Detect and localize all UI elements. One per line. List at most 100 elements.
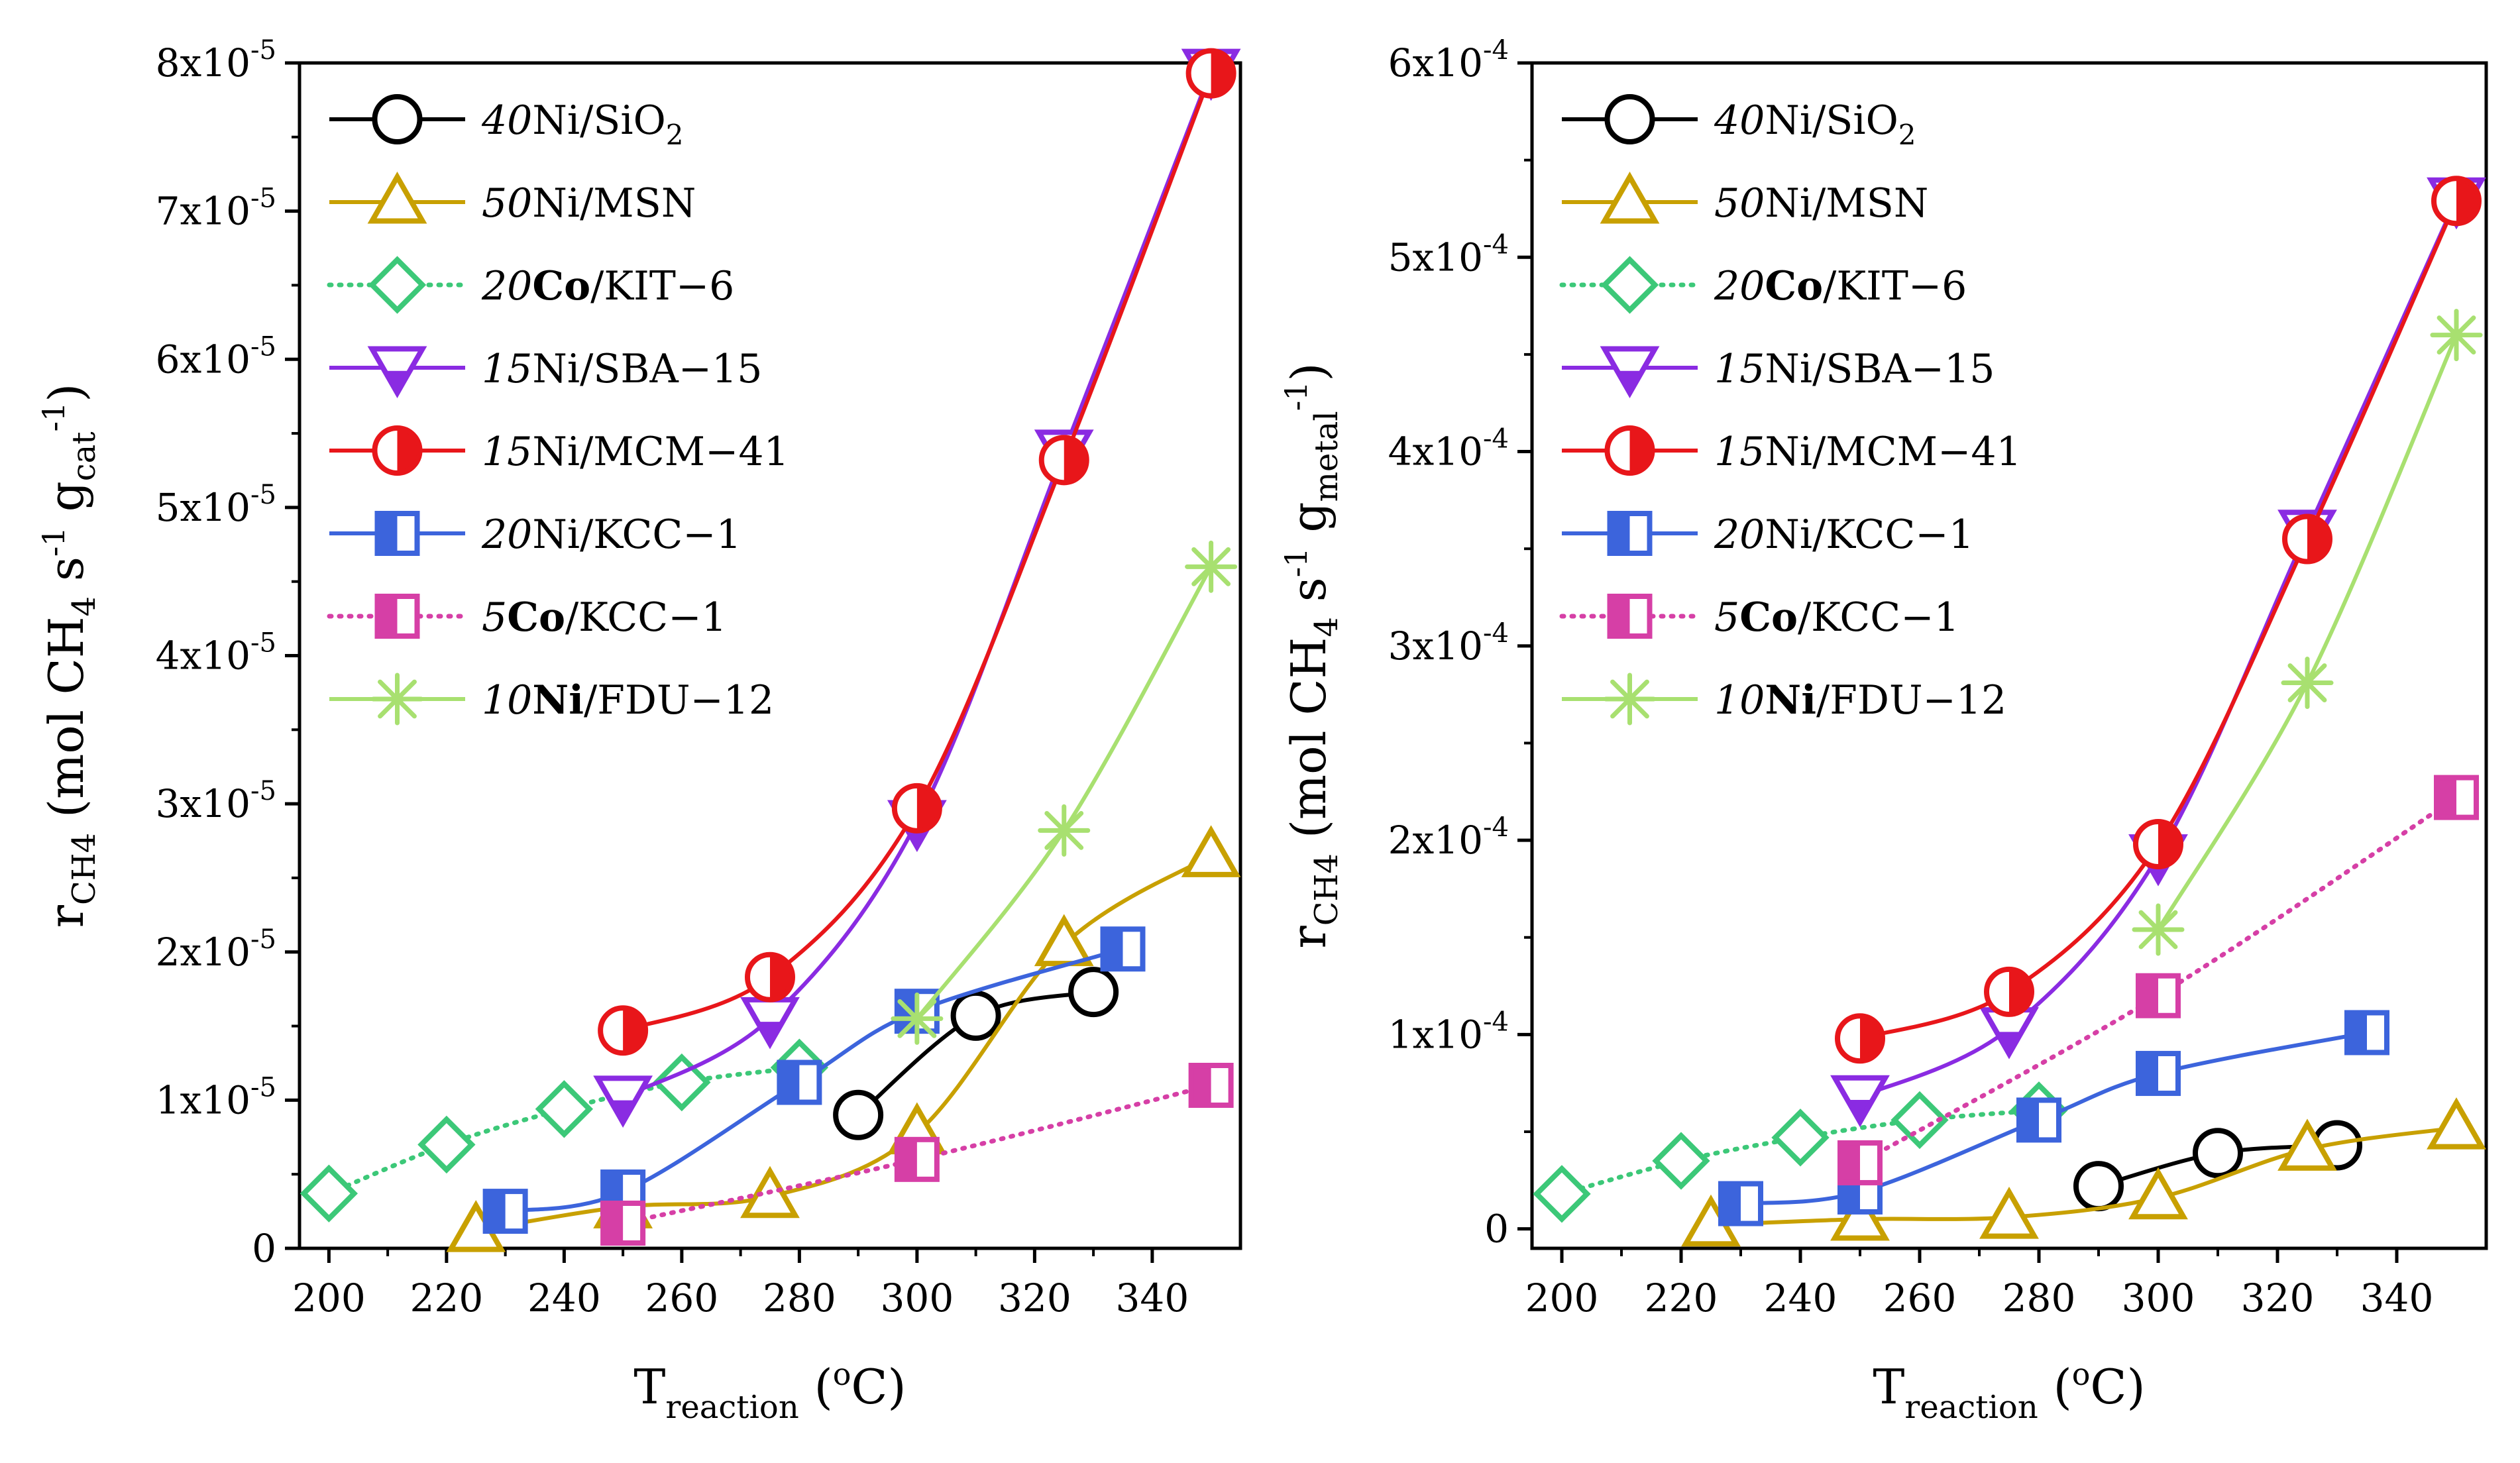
x-tick-label: 240	[527, 1275, 601, 1321]
legend-label: 5Co/KCC−1	[1714, 594, 1959, 641]
data-point	[598, 1005, 649, 1056]
legend-marker	[1600, 171, 1660, 224]
legend-marker	[1604, 425, 1655, 476]
legend-marker	[1600, 346, 1660, 399]
legend-label: 5Co/KCC−1	[482, 594, 727, 641]
data-point	[1984, 966, 2034, 1017]
data-point	[1185, 540, 1238, 593]
x-tick-label: 340	[1116, 1275, 1189, 1321]
x-tick-label: 260	[645, 1275, 719, 1321]
data-point	[535, 1080, 594, 1138]
series-line	[1710, 1126, 2457, 1227]
y-tick-label: 5x10-4	[1388, 229, 1509, 280]
legend-label: 50Ni/MSN	[482, 180, 696, 227]
data-point	[1185, 48, 1236, 99]
x-tick-label: 340	[2360, 1275, 2434, 1321]
legend-item: 5Co/KCC−1	[327, 594, 727, 641]
x-tick-label: 280	[763, 1275, 836, 1321]
x-tick-label: 320	[998, 1275, 1071, 1321]
legend-label: 10Ni/FDU−12	[1714, 677, 2006, 724]
legend-item: 40Ni/SiO2	[329, 94, 684, 151]
legend-item: 50Ni/MSN	[329, 171, 696, 227]
data-point	[2136, 973, 2181, 1018]
data-point	[1652, 1132, 1710, 1190]
data-point	[1830, 1188, 1890, 1241]
y-tick-label: 2x10-4	[1388, 812, 1509, 863]
x-axis-title: Treaction (oC)	[633, 1356, 906, 1426]
data-point	[950, 990, 1001, 1041]
legend-label: 20Ni/KCC−1	[481, 512, 741, 558]
y-tick-label: 7x10-5	[156, 184, 276, 234]
legend-item: 20Co/KIT−6	[327, 256, 734, 314]
y-tick-label: 5x10-5	[156, 480, 276, 530]
legend-item: 20Co/KIT−6	[1559, 256, 1967, 314]
y-tick-label: 0	[252, 1226, 276, 1271]
legend-label: 15Ni/MCM−41	[482, 429, 789, 475]
legend-marker	[372, 425, 423, 476]
series-4	[1835, 176, 2482, 1064]
legend-item: 5Co/KCC−1	[1559, 594, 1959, 641]
legend-item: 15Ni/MCM−41	[1562, 425, 2022, 476]
series-7	[891, 540, 1238, 1045]
series-5	[482, 926, 1146, 1234]
data-point	[1188, 1063, 1234, 1109]
y-tick-label: 4x10-5	[156, 628, 276, 678]
series-line	[1559, 1108, 2042, 1197]
legend-marker	[1604, 673, 1656, 726]
x-tick-label: 300	[2122, 1275, 2195, 1321]
data-point	[894, 1136, 940, 1182]
legend-label: 15Ni/SBA−15	[1714, 346, 1995, 392]
legend-label: 40Ni/SiO2	[1714, 97, 1916, 151]
y-tick-label: 1x10-5	[156, 1072, 276, 1122]
x-axis-title: Treaction (oC)	[1873, 1356, 2145, 1426]
series-1	[446, 825, 1241, 1252]
series-7	[2132, 309, 2483, 956]
legend-label: 40Ni/SiO2	[481, 97, 684, 151]
y-tick-label: 2x10-5	[156, 924, 276, 975]
y-axis-title: rCH4 (mol CH4 s-1 gmetal-1)	[1278, 362, 1345, 948]
legend-item: 15Ni/SBA−15	[1562, 346, 1995, 399]
x-tick-label: 260	[1883, 1275, 1957, 1321]
data-point	[891, 783, 942, 834]
legend-item: 40Ni/SiO2	[1562, 94, 1916, 151]
series-0	[833, 967, 1119, 1140]
legend-item: 15Ni/SBA−15	[329, 346, 762, 399]
data-point	[482, 1189, 528, 1234]
legend-item: 10Ni/FDU−12	[1562, 673, 2006, 726]
x-tick-label: 240	[1764, 1275, 1837, 1321]
data-point	[1718, 1181, 1763, 1226]
data-point	[2277, 1118, 2337, 1171]
legend-label: 15Ni/SBA−15	[482, 346, 762, 392]
data-point	[2132, 903, 2185, 956]
data-point	[745, 951, 795, 1002]
data-point	[2281, 657, 2334, 710]
data-point	[2073, 1161, 2124, 1212]
series-1	[1681, 1097, 2486, 1247]
x-tick-label: 220	[410, 1275, 484, 1321]
x-tick-label: 320	[2241, 1275, 2315, 1321]
y-tick-label: 0	[1484, 1207, 1509, 1252]
data-point	[2136, 1051, 2181, 1097]
data-point	[740, 997, 800, 1050]
legend-marker	[374, 594, 420, 639]
series-2	[1533, 1081, 2068, 1223]
legend-marker	[1604, 94, 1655, 144]
legend-label: 20Co/KIT−6	[1714, 263, 1967, 309]
legend-marker	[367, 171, 427, 224]
x-tick-label: 300	[881, 1275, 954, 1321]
data-point	[2282, 514, 2332, 565]
data-point	[300, 1164, 358, 1222]
data-point	[1038, 804, 1091, 857]
data-point	[1533, 1165, 1591, 1223]
series-6	[1837, 775, 2479, 1185]
x-tick-label: 200	[292, 1275, 366, 1321]
y-tick-label: 8x10-5	[156, 35, 276, 85]
x-tick-label: 200	[1525, 1275, 1599, 1321]
x-tick-label: 280	[2002, 1275, 2076, 1321]
series-line	[622, 70, 1213, 1099]
chart-panel-left: 200 220 240 260 280 300 320 340 0 1x10-5 2x10-5 3x1…	[36, 35, 1242, 1426]
data-point	[1835, 1013, 1885, 1064]
data-point	[1771, 1109, 1830, 1167]
y-tick-label: 1x10-4	[1388, 1006, 1509, 1057]
